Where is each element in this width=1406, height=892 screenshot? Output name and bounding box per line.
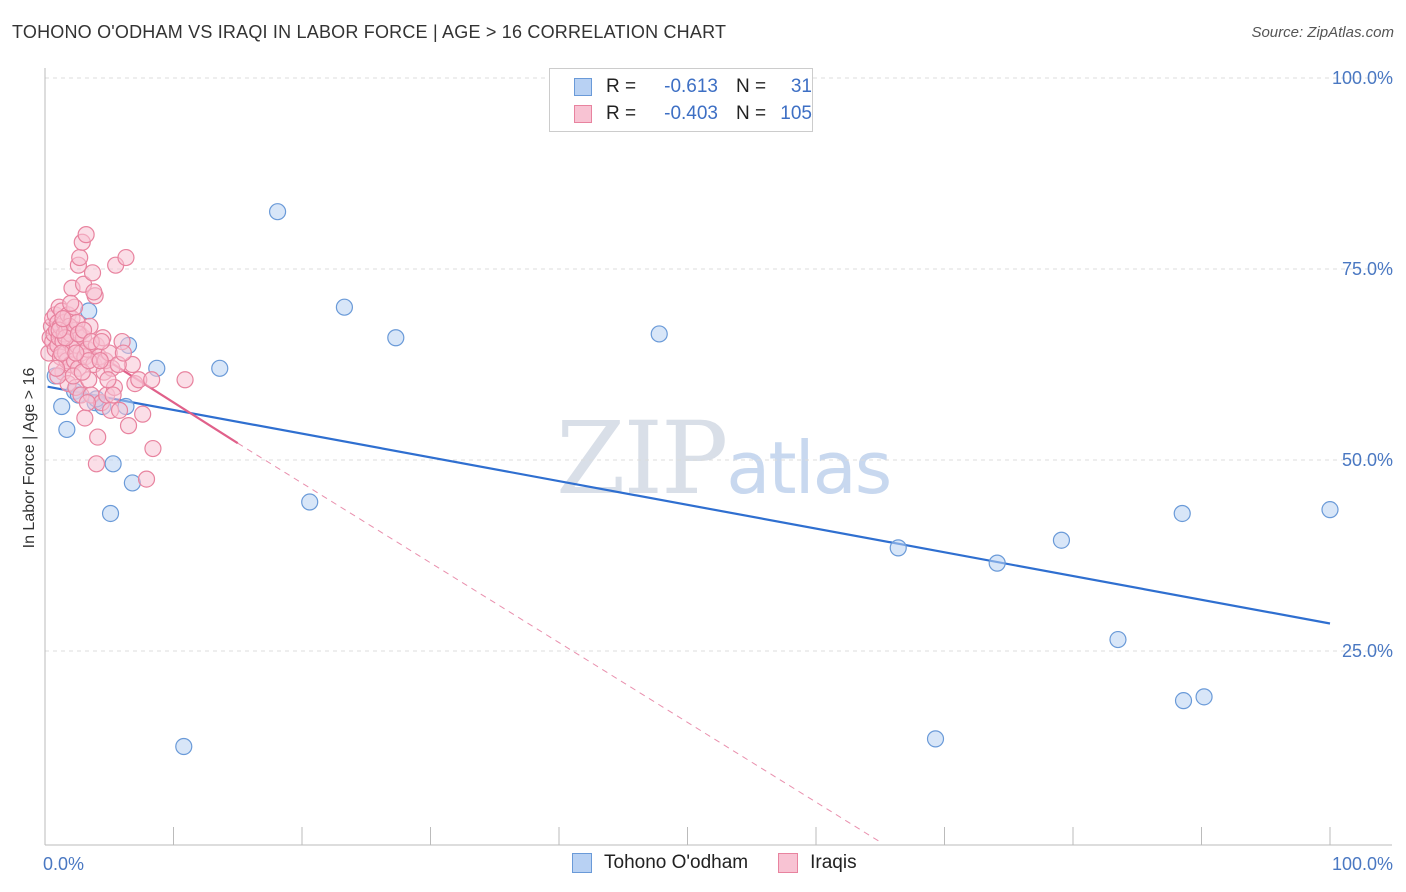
iraqi-point bbox=[117, 248, 135, 267]
correlation-legend: R = -0.613 N = 31 R = -0.403 N = 105 bbox=[549, 68, 813, 132]
iraqi-point bbox=[78, 394, 97, 412]
y-tick-label: 75.0% bbox=[1342, 259, 1393, 279]
tohono-point bbox=[1173, 504, 1191, 523]
series-swatch-iraqis bbox=[778, 853, 799, 873]
iraqi-point bbox=[85, 283, 103, 301]
legend-row-tohono: R = -0.613 N = 31 bbox=[574, 74, 812, 100]
iraqi-point bbox=[83, 264, 102, 282]
series-legend-tohono: Tohono O'odham bbox=[572, 852, 748, 874]
series-label-tohono: Tohono O'odham bbox=[604, 852, 749, 873]
series-label-iraqis: Iraqis bbox=[810, 852, 857, 873]
legend-n-label: N = bbox=[736, 76, 767, 97]
axes bbox=[44, 68, 1392, 846]
iraqi-point bbox=[71, 248, 89, 267]
trend-lines bbox=[46, 321, 1331, 843]
tohono-point bbox=[1109, 630, 1127, 649]
iraqi-point bbox=[54, 310, 72, 328]
x-tick-label: 100.0% bbox=[1332, 854, 1393, 874]
legend-n-value: 31 bbox=[790, 76, 812, 97]
legend-r-value: -0.403 bbox=[664, 103, 718, 124]
tohono-point bbox=[335, 298, 354, 316]
legend-r-value: -0.613 bbox=[664, 76, 718, 97]
y-tick-label: 25.0% bbox=[1342, 641, 1393, 661]
tohono-point bbox=[889, 539, 907, 557]
tohono-point bbox=[211, 359, 229, 377]
legend-swatch-iraqis bbox=[574, 105, 592, 123]
legend-row-iraqis: R = -0.403 N = 105 bbox=[574, 101, 812, 127]
iraqi-trend-extension bbox=[237, 442, 881, 843]
data-points bbox=[40, 203, 1339, 756]
series-legend: Tohono O'odham Iraqis bbox=[572, 852, 887, 874]
tohono-point bbox=[53, 397, 71, 416]
grid bbox=[45, 77, 1392, 652]
legend-swatch-tohono bbox=[574, 78, 592, 96]
source-label: Source: ZipAtlas.com bbox=[1251, 24, 1394, 41]
iraqi-point bbox=[137, 470, 156, 488]
tohono-point bbox=[1195, 688, 1213, 706]
tohono-point bbox=[175, 737, 193, 756]
series-swatch-tohono bbox=[572, 853, 592, 873]
y-tick-label: 100.0% bbox=[1332, 68, 1393, 88]
legend-r-label: R = bbox=[606, 76, 637, 97]
tohono-point bbox=[926, 730, 945, 748]
tohono-point bbox=[101, 504, 120, 523]
iraqi-point bbox=[110, 401, 129, 419]
iraqi-point bbox=[144, 439, 162, 458]
tohono-point bbox=[58, 420, 76, 439]
legend-n-value: 105 bbox=[780, 103, 812, 124]
iraqi-point bbox=[89, 428, 107, 446]
tohono-point bbox=[123, 474, 141, 492]
watermark-atlas: atlas bbox=[726, 426, 892, 510]
tohono-point bbox=[104, 455, 122, 473]
tohono-point bbox=[301, 493, 319, 511]
tohono-point bbox=[988, 554, 1006, 572]
tick-labels: 25.0% 50.0% 75.0% 100.0% 0.0% 100.0% In Labor … bbox=[21, 68, 1393, 874]
tohono-point bbox=[1321, 501, 1339, 519]
chart-title: TOHONO O'ODHAM VS IRAQI IN LABOR FORCE |… bbox=[12, 22, 727, 42]
tohono-point bbox=[1174, 692, 1193, 710]
iraqi-point bbox=[62, 294, 80, 312]
series-legend-iraqis: Iraqis bbox=[778, 852, 857, 874]
tohono-trend-line bbox=[47, 385, 1331, 625]
iraqi-point bbox=[176, 371, 194, 389]
tohono-point bbox=[1052, 531, 1071, 549]
iraqi-point bbox=[47, 359, 66, 377]
legend-r-label: R = bbox=[606, 103, 637, 124]
iraqi-point bbox=[99, 371, 117, 389]
y-tick-label: 50.0% bbox=[1342, 450, 1393, 470]
iraqi-point bbox=[104, 386, 122, 404]
iraqi-point bbox=[119, 417, 138, 435]
iraqi-point bbox=[91, 352, 109, 370]
x-tick-label: 0.0% bbox=[43, 854, 84, 874]
iraqi-point bbox=[114, 344, 132, 362]
iraqi-point bbox=[87, 455, 106, 473]
tohono-point bbox=[650, 325, 668, 343]
tohono-point bbox=[268, 203, 287, 221]
iraqi-point bbox=[143, 371, 161, 389]
y-axis-label: In Labor Force | Age > 16 bbox=[21, 368, 38, 549]
iraqi-point bbox=[134, 405, 152, 423]
legend-n-label: N = bbox=[736, 103, 767, 124]
iraqi-point bbox=[77, 226, 95, 244]
tohono-point bbox=[387, 329, 405, 347]
iraqi-point bbox=[92, 332, 111, 351]
iraqi-point bbox=[67, 344, 85, 362]
iraqi-point bbox=[76, 409, 94, 427]
